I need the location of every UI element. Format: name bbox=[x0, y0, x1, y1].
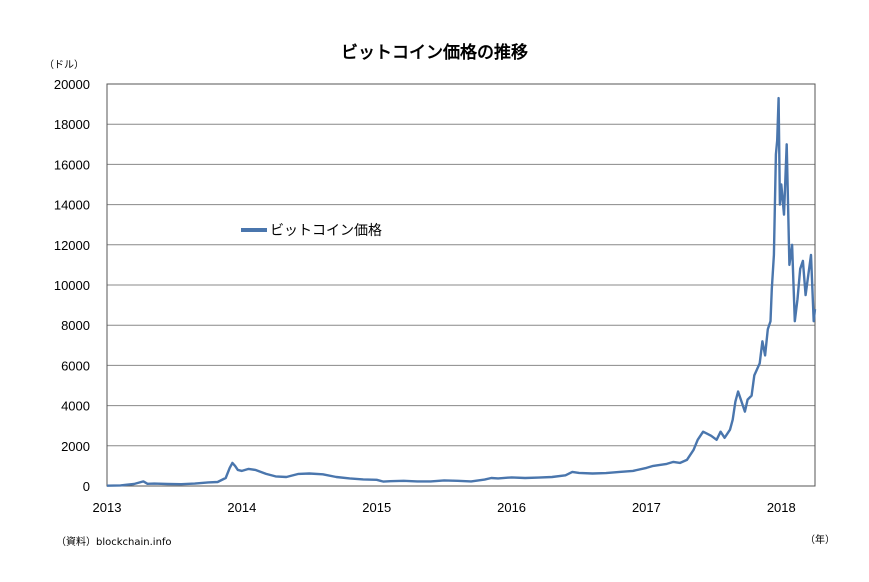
y-tick-label: 12000 bbox=[54, 238, 90, 253]
legend: ビットコイン価格 bbox=[241, 220, 382, 240]
x-axis-unit: （年） bbox=[805, 535, 835, 546]
legend-swatch bbox=[241, 228, 267, 232]
x-tick-label: 2015 bbox=[362, 500, 391, 515]
x-tick-label: 2016 bbox=[497, 500, 526, 515]
x-tick-label: 2013 bbox=[93, 500, 122, 515]
series-line bbox=[106, 96, 817, 487]
y-tick-label: 14000 bbox=[54, 198, 90, 213]
legend-label: ビットコイン価格 bbox=[270, 223, 382, 239]
y-tick-label: 0 bbox=[83, 479, 90, 494]
y-tick-label: 16000 bbox=[54, 157, 90, 172]
plot-frame bbox=[106, 83, 816, 487]
source-note: （資料）blockchain.info bbox=[56, 537, 172, 548]
y-tick-label: 2000 bbox=[61, 439, 90, 454]
x-tick-label: 2018 bbox=[767, 500, 796, 515]
y-tick-label: 20000 bbox=[54, 77, 90, 92]
y-tick-label: 10000 bbox=[54, 278, 90, 293]
x-tick-label: 2014 bbox=[227, 500, 256, 515]
y-tick-label: 8000 bbox=[61, 318, 90, 333]
y-tick-label: 6000 bbox=[61, 358, 90, 373]
x-tick-label: 2017 bbox=[632, 500, 661, 515]
y-tick-label: 4000 bbox=[61, 399, 90, 414]
chart-title: ビットコイン価格の推移 bbox=[341, 43, 528, 63]
y-axis-unit: （ドル） bbox=[44, 60, 84, 71]
y-tick-label: 18000 bbox=[54, 117, 90, 132]
